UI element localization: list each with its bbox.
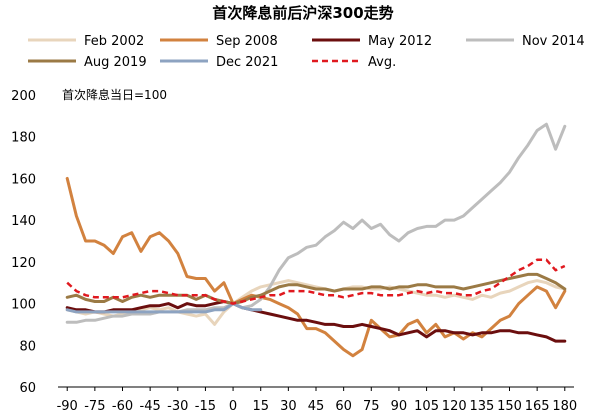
x-tick-label: 0 [229, 399, 237, 414]
x-tick-label: -30 [167, 399, 188, 414]
x-tick-label: -45 [140, 399, 161, 414]
chart-note: 首次降息当日=100 [62, 87, 167, 102]
y-tick-label: 160 [11, 172, 36, 187]
x-tick-label: 30 [280, 399, 297, 414]
chart-title: 首次降息前后沪深300走势 [212, 4, 393, 22]
y-tick-label: 180 [11, 131, 36, 146]
y-tick-label: 100 [11, 298, 36, 313]
legend-label: Dec 2021 [216, 55, 278, 70]
legend-label: Aug 2019 [84, 55, 147, 70]
x-tick-label: -60 [112, 399, 133, 414]
y-tick-label: 120 [11, 256, 36, 271]
x-tick-label: -90 [57, 399, 78, 414]
series-line-aug-2019 [65, 272, 567, 306]
x-tick-label: 45 [308, 399, 325, 414]
y-tick-label: 140 [11, 214, 36, 229]
x-tick-label: 165 [525, 399, 550, 414]
x-tick-label: 120 [442, 399, 467, 414]
x-tick-label: 105 [414, 399, 439, 414]
legend-label: Feb 2002 [84, 34, 144, 49]
legend-label: Sep 2008 [216, 34, 278, 49]
series-line-nov-2014 [65, 122, 567, 324]
legend-label: Avg. [368, 55, 396, 70]
series-line-dec-2021 [65, 302, 263, 314]
series-line-feb-2002 [65, 279, 567, 326]
y-tick-label: 60 [19, 381, 36, 396]
series-line-may-2012 [65, 300, 567, 343]
legend-label: May 2012 [368, 34, 432, 49]
x-tick-label: 90 [391, 399, 408, 414]
legend: Feb 2002 Sep 2008 May 2012 Nov 2014 Aug 2019… [28, 34, 585, 70]
x-tick-label: 15 [252, 399, 269, 414]
x-tick-label: 180 [552, 399, 577, 414]
series-line-sep-2008 [65, 176, 567, 358]
x-tick-label: -75 [84, 399, 105, 414]
x-tick-label: 150 [497, 399, 522, 414]
y-tick-label: 200 [11, 89, 36, 104]
y-axis: 60 80 100 120 140 160 180 200 [11, 89, 36, 396]
legend-label: Nov 2014 [522, 34, 585, 49]
y-tick-label: 80 [19, 339, 36, 354]
x-tick-label: 75 [363, 399, 380, 414]
x-tick-label: -15 [195, 399, 216, 414]
x-tick-label: 60 [335, 399, 352, 414]
series-group [65, 122, 567, 358]
x-axis: -90 -75 -60 -45 -30 -15 0 15 30 45 60 75 90 105 120 135… [57, 387, 577, 414]
x-tick-label: 135 [469, 399, 494, 414]
